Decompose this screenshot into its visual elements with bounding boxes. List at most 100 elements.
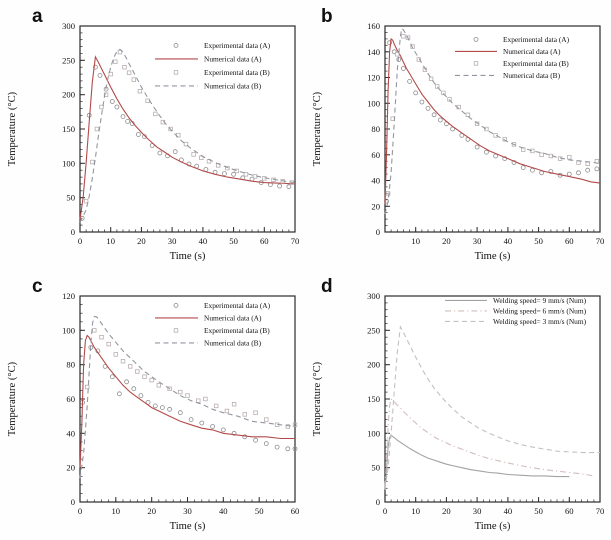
svg-text:60: 60: [291, 506, 300, 516]
svg-text:40: 40: [219, 506, 228, 516]
svg-text:40: 40: [504, 506, 513, 516]
svg-text:50: 50: [534, 236, 543, 246]
svg-text:30: 30: [168, 236, 177, 246]
svg-text:100: 100: [62, 158, 75, 168]
series-2: [83, 49, 295, 204]
svg-text:80: 80: [371, 124, 380, 134]
svg-text:50: 50: [371, 463, 380, 473]
svg-text:40: 40: [371, 176, 380, 186]
svg-text:0: 0: [383, 506, 387, 516]
svg-text:100: 100: [62, 325, 75, 335]
panel-label-d: d: [321, 276, 333, 297]
svg-text:30: 30: [183, 506, 192, 516]
svg-text:150: 150: [367, 394, 380, 404]
svg-text:40: 40: [504, 236, 513, 246]
svg-text:80: 80: [66, 360, 75, 370]
panel-label-a: a: [32, 6, 43, 27]
svg-text:120: 120: [367, 73, 380, 83]
series-3: [79, 48, 296, 223]
svg-text:Numerical data (B): Numerical data (B): [204, 339, 262, 348]
svg-text:Numerical data (B): Numerical data (B): [204, 82, 262, 91]
svg-text:60: 60: [66, 394, 75, 404]
svg-text:50: 50: [66, 193, 75, 203]
svg-text:10: 10: [112, 506, 121, 516]
svg-text:Experimental data (B): Experimental data (B): [503, 59, 569, 68]
svg-text:300: 300: [367, 291, 380, 301]
svg-text:Welding speed= 9 mm/s (Num): Welding speed= 9 mm/s (Num): [493, 296, 587, 305]
legend: Experimental data (A) Numerical data (A) E…: [155, 301, 271, 348]
series-3: [384, 27, 601, 215]
svg-text:20: 20: [371, 201, 380, 211]
svg-text:40: 40: [66, 428, 75, 438]
svg-text:100: 100: [367, 98, 380, 108]
svg-text:200: 200: [367, 360, 380, 370]
svg-text:20: 20: [66, 463, 75, 473]
series-3: [79, 316, 296, 479]
svg-text:300: 300: [62, 21, 75, 31]
svg-text:60: 60: [565, 236, 574, 246]
y-axis-title: Temperature (°C): [7, 361, 18, 436]
svg-text:Numerical data (A): Numerical data (A): [503, 47, 561, 56]
plot-d: 0 10 20 30 40 50 60 70 0 50 100 150 200 250 300 Time (s…: [312, 291, 604, 532]
series-1: [384, 37, 601, 204]
svg-text:20: 20: [137, 236, 146, 246]
panel-label-c: c: [32, 276, 43, 297]
svg-text:250: 250: [367, 325, 380, 335]
svg-text:10: 10: [411, 236, 420, 246]
y-axis-title: Temperature (°C): [312, 91, 323, 166]
svg-text:Numerical data (A): Numerical data (A): [204, 55, 262, 64]
svg-text:70: 70: [291, 236, 300, 246]
plot-a: 0 10 20 30 40 50 60 70 0 50 100 150 200 250 300 Time (s…: [7, 21, 299, 262]
plot-c: 0 10 20 30 40 50 60 0 20 40 60 80 100 120 Time (s) Temp…: [7, 291, 299, 532]
svg-text:0: 0: [376, 227, 380, 237]
svg-text:250: 250: [62, 55, 75, 65]
svg-text:40: 40: [199, 236, 208, 246]
y-axis: 0 20 40 60 80 100 120 140 160: [367, 21, 390, 237]
svg-text:Experimental data (A): Experimental data (A): [503, 35, 570, 44]
x-axis: 0 10 20 30 40 50 60 70: [383, 497, 604, 516]
y-axis-title: Temperature (°C): [7, 91, 18, 166]
svg-text:20: 20: [442, 236, 451, 246]
svg-text:140: 140: [367, 47, 380, 57]
svg-text:60: 60: [565, 506, 574, 516]
y-axis: 0 50 100 150 200 250 300: [62, 21, 85, 237]
svg-text:Experimental data (A): Experimental data (A): [204, 301, 271, 310]
svg-text:160: 160: [367, 21, 380, 31]
y-axis-title: Temperature (°C): [312, 361, 323, 436]
x-axis: 10 20 30 40 50 60 70: [384, 227, 605, 246]
series-0: [384, 434, 570, 489]
subplot-b: b 10 20 30 40 50 60 70 0 20 40 60 80 100 120 140 160 Tim…: [305, 0, 610, 270]
subplot-c: c 0 10 20 30 40 50 60 0 20 40 60 80 100 120 Time (s) Te…: [0, 270, 305, 540]
svg-text:0: 0: [376, 497, 380, 507]
x-axis-title: Time (s): [170, 251, 206, 262]
y-axis: 0 20 40 60 80 100 120: [62, 291, 85, 507]
plot-frame: [384, 295, 601, 503]
series-2: [85, 328, 298, 429]
svg-text:50: 50: [229, 236, 238, 246]
svg-text:Welding speed= 6 mm/s (Num): Welding speed= 6 mm/s (Num): [493, 307, 587, 316]
svg-text:Welding speed= 3 mm/s (Num): Welding speed= 3 mm/s (Num): [493, 317, 587, 326]
svg-text:Experimental data (B): Experimental data (B): [204, 326, 270, 335]
svg-text:0: 0: [78, 506, 82, 516]
x-axis-title: Time (s): [475, 521, 511, 532]
x-axis: 0 10 20 30 40 50 60 70: [78, 227, 299, 246]
svg-text:120: 120: [62, 291, 75, 301]
plot-b: 10 20 30 40 50 60 70 0 20 40 60 80 100 120 140 160 Time …: [312, 21, 605, 262]
x-axis: 0 10 20 30 40 50 60: [78, 497, 299, 516]
subplot-d: d 0 10 20 30 40 50 60 70 0 50 100 150 200 250 300 Time …: [305, 270, 610, 540]
svg-text:200: 200: [62, 90, 75, 100]
svg-text:70: 70: [596, 506, 605, 516]
series-1: [79, 55, 296, 220]
svg-text:Experimental data (A): Experimental data (A): [204, 41, 271, 50]
svg-text:100: 100: [367, 428, 380, 438]
legend: Welding speed= 9 mm/s (Num) Welding speed…: [445, 296, 587, 326]
svg-text:30: 30: [473, 236, 482, 246]
svg-text:60: 60: [260, 236, 269, 246]
x-axis-title: Time (s): [475, 251, 511, 262]
plot-frame: [79, 295, 296, 503]
svg-text:0: 0: [71, 227, 75, 237]
y-axis: 0 50 100 150 200 250 300: [367, 291, 390, 507]
svg-text:Experimental data (B): Experimental data (B): [204, 68, 270, 77]
svg-text:70: 70: [596, 236, 605, 246]
